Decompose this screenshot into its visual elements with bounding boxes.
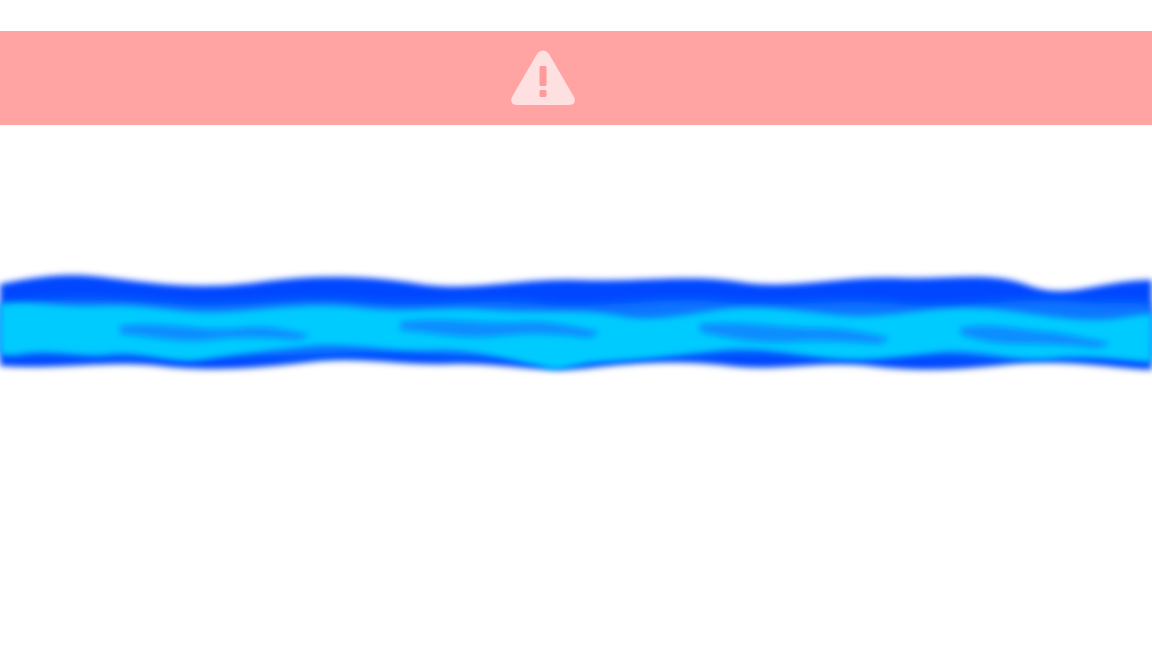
water-ripple-strip	[0, 275, 1152, 370]
warning-triangle-icon	[511, 50, 575, 105]
warning-banner	[0, 31, 1152, 125]
